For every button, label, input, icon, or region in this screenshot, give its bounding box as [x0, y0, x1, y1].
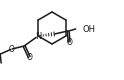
- Text: N: N: [35, 32, 41, 40]
- Text: O: O: [9, 44, 15, 54]
- Text: O: O: [26, 53, 32, 62]
- Text: O: O: [66, 38, 72, 47]
- Text: OH: OH: [82, 24, 95, 34]
